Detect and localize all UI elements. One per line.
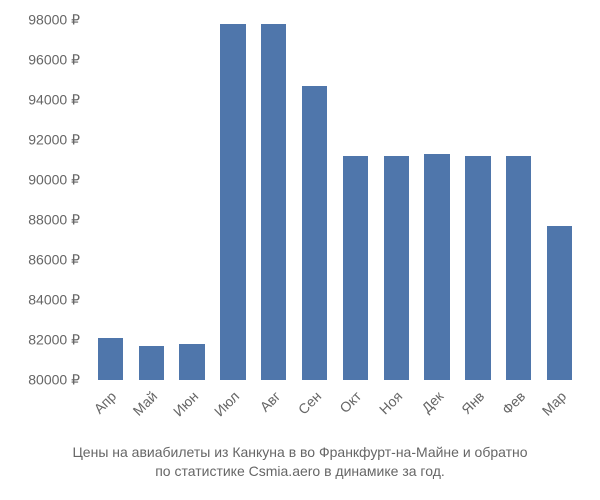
y-tick-label: 84000 ₽ [28, 292, 80, 309]
x-tick-label: Апр [91, 388, 120, 417]
x-tick-label: Мар [538, 388, 569, 419]
y-tick-label: 82000 ₽ [28, 332, 80, 349]
x-tick-label: Фев [498, 388, 528, 418]
bar [465, 156, 490, 380]
y-tick-label: 94000 ₽ [28, 92, 80, 109]
x-tick-label: Янв [458, 388, 487, 417]
x-tick-label: Май [130, 388, 161, 419]
bar [261, 24, 286, 380]
y-tick-label: 88000 ₽ [28, 212, 80, 229]
bar [302, 86, 327, 380]
x-tick-label: Ноя [376, 388, 405, 417]
bar [98, 338, 123, 380]
chart-caption: Цены на авиабилеты из Канкуна в во Франк… [0, 443, 600, 482]
bar [179, 344, 204, 380]
price-chart: 80000 ₽ 82000 ₽ 84000 ₽ 86000 ₽ 88000 ₽ 90000… [0, 0, 600, 500]
x-tick-label: Окт [337, 388, 365, 416]
bar [384, 156, 409, 380]
y-axis: 80000 ₽82000 ₽84000 ₽86000 ₽88000 ₽90000… [0, 20, 86, 380]
bar [220, 24, 245, 380]
caption-line-2: по статистике Csmia.aero в динамике за г… [155, 463, 445, 479]
y-tick-label: 80000 ₽ [28, 372, 80, 389]
x-axis: Апр Май Июн Июл Авг Сен Окт Ноя Дек Янв Фев Мар [90, 382, 580, 442]
y-tick-label: 96000 ₽ [28, 52, 80, 69]
bar [506, 156, 531, 380]
bar [547, 226, 572, 380]
bar [424, 154, 449, 380]
x-tick-label: Авг [256, 388, 283, 415]
x-tick-label: Июн [170, 388, 201, 419]
y-tick-label: 90000 ₽ [28, 172, 80, 189]
bar [139, 346, 164, 380]
bar [343, 156, 368, 380]
x-tick-label: Июл [211, 388, 242, 419]
plot-area [90, 20, 580, 380]
y-tick-label: 98000 ₽ [28, 12, 80, 29]
y-tick-label: 86000 ₽ [28, 252, 80, 269]
caption-line-1: Цены на авиабилеты из Канкуна в во Франк… [72, 444, 527, 460]
x-tick-label: Дек [419, 388, 447, 416]
y-tick-label: 92000 ₽ [28, 132, 80, 149]
x-tick-label: Сен [294, 388, 323, 417]
